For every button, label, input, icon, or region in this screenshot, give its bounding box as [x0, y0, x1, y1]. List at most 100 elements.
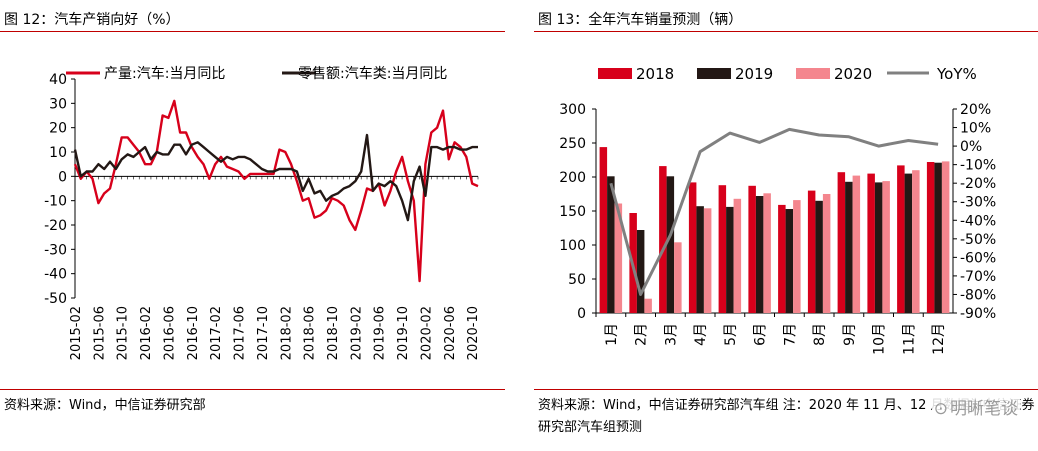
bar-2019 [785, 209, 794, 313]
legend-label: 2020 [834, 65, 872, 83]
y-tick-label: 20 [49, 121, 67, 137]
x-tick-label: 2019-02 [349, 306, 364, 360]
source-rule [534, 389, 1038, 390]
bar-2020 [703, 208, 712, 313]
bar-2018 [659, 166, 667, 313]
bar-2018 [778, 204, 786, 313]
bar-2019 [636, 230, 645, 313]
legend-label: 2019 [735, 65, 773, 83]
y2-tick-label: 0% [960, 139, 982, 155]
watermark-text: 明晰笔谈 [950, 399, 1018, 419]
y2-tick-label: -60% [960, 250, 996, 266]
bar-2020 [644, 298, 652, 313]
x-tick-label: 2016-06 [162, 306, 177, 360]
legend-swatch [598, 68, 632, 79]
x-tick-label: 2019-10 [396, 306, 411, 360]
series-line-1 [73, 99, 479, 283]
bar-2018 [867, 173, 875, 313]
x-tick-label: 2020-10 [466, 306, 481, 360]
x-tick-label: 12月 [931, 323, 947, 355]
x-tick-label: 2015-10 [116, 306, 131, 360]
y-tick-label: 100 [559, 238, 586, 254]
figure-13-title: 图 13：全年汽车销量预测（辆） [538, 12, 743, 28]
production-sales-line-chart: -50 -40 -30 -20 -10 0 10 20 30 40 2015-02 2015-06 20… [44, 65, 481, 360]
x-tick-label: 10月 [872, 323, 888, 355]
y2-tick-label: -50% [960, 232, 996, 248]
wechat-icon: ⊙ [933, 399, 948, 419]
y-tick-label: -30 [44, 242, 67, 258]
bar-2020 [733, 198, 742, 313]
y-tick-label: 150 [559, 204, 586, 220]
y2-tick-label: -10% [960, 158, 996, 174]
y-tick-label: -50 [44, 291, 67, 307]
y2-tick-label: -40% [960, 213, 996, 229]
bar-2020 [763, 193, 771, 313]
series-line-2 [73, 133, 478, 222]
right-figure-panel: 图 13：全年汽车销量预测（辆） 0 50 100 150 200 250 300 20% 10… [534, 0, 1038, 451]
x-tick-label: 4月 [693, 323, 709, 346]
x-tick-label: 2月 [634, 323, 650, 346]
legend-label: 产量:汽车:当月同比 [104, 65, 225, 82]
bar-2018 [688, 182, 697, 313]
bar-2020 [882, 181, 890, 313]
x-tick-label: 2015-06 [92, 306, 107, 360]
bar-2020 [852, 175, 861, 313]
x-tick-label: 2020-06 [443, 306, 458, 360]
bar-2018 [926, 162, 935, 313]
bar-2019 [755, 196, 764, 313]
figure-13-source: 资料来源：Wind，中信证券研究部汽车组 注：2020 年 11 月、12 月数… [538, 398, 1035, 435]
legend-label: YoY% [936, 65, 977, 83]
y-tick-label: -20 [44, 218, 67, 234]
legend-label: 零售额:汽车类:当月同比 [298, 65, 447, 82]
y-tick-label: 250 [559, 136, 586, 152]
x-tick-label: 3月 [663, 323, 679, 346]
y2-tick-label: 10% [960, 121, 991, 137]
x-tick-label: 2018-10 [326, 306, 341, 360]
bar-2020 [941, 161, 950, 313]
legend-label: 2018 [636, 65, 674, 83]
x-tick-label: 2017-10 [256, 306, 271, 360]
x-tick-label: 7月 [782, 323, 798, 346]
x-tick-label: 2017-06 [233, 306, 248, 360]
x-tick-label: 9月 [842, 323, 858, 346]
x-tick-label: 2019-06 [373, 306, 388, 360]
x-tick-label: 2016-10 [186, 306, 201, 360]
y2-tick-label: -90% [960, 306, 996, 322]
x-tick-label: 5月 [723, 323, 739, 346]
x-tick-label: 1月 [604, 323, 620, 346]
legend-swatch [796, 68, 830, 79]
source-rule [0, 389, 505, 390]
y-tick-label: 10 [49, 145, 67, 161]
left-figure-panel: 图 12：汽车产销向好（%） -50 -40 -30 -20 -10 0 10 20 30 40 2… [0, 0, 505, 451]
x-tick-label: 2016-02 [139, 306, 154, 360]
bar-2018 [807, 190, 816, 313]
bar-2019 [904, 173, 913, 313]
x-tick-label: 2015-02 [69, 306, 84, 360]
watermark: ⊙ 明晰笔谈 [931, 394, 1020, 419]
bar-2019 [815, 200, 823, 313]
x-tick-label: 2018-06 [303, 306, 318, 360]
bar-2019 [845, 181, 853, 313]
y-tick-label: 50 [568, 272, 586, 288]
bar-2019 [666, 176, 675, 313]
y-tick-label: 200 [559, 170, 586, 186]
y2-tick-label: -20% [960, 176, 996, 192]
figure-12-source: 资料来源：Wind，中信证券研究部 [4, 398, 206, 413]
bar-2018 [718, 185, 727, 313]
bar-2020 [793, 200, 801, 313]
y-tick-label: 0 [577, 306, 586, 322]
annual-sales-forecast-chart: 0 50 100 150 200 250 300 20% 10% 0% -10% -20% -30% -4… [559, 65, 996, 355]
bar-2019 [934, 162, 942, 313]
title-rule [0, 31, 505, 32]
bar-2019 [874, 182, 883, 313]
y-tick-label: 0 [58, 169, 67, 185]
bar-2018 [837, 172, 846, 313]
title-rule [534, 31, 1038, 32]
bar-2020 [822, 194, 831, 313]
x-tick-label: 11月 [901, 323, 917, 355]
y2-tick-label: -70% [960, 269, 996, 285]
x-tick-label: 2017-02 [209, 306, 224, 360]
x-tick-label: 6月 [753, 323, 769, 346]
bar-2018 [897, 165, 905, 313]
bar-2019 [607, 176, 615, 313]
